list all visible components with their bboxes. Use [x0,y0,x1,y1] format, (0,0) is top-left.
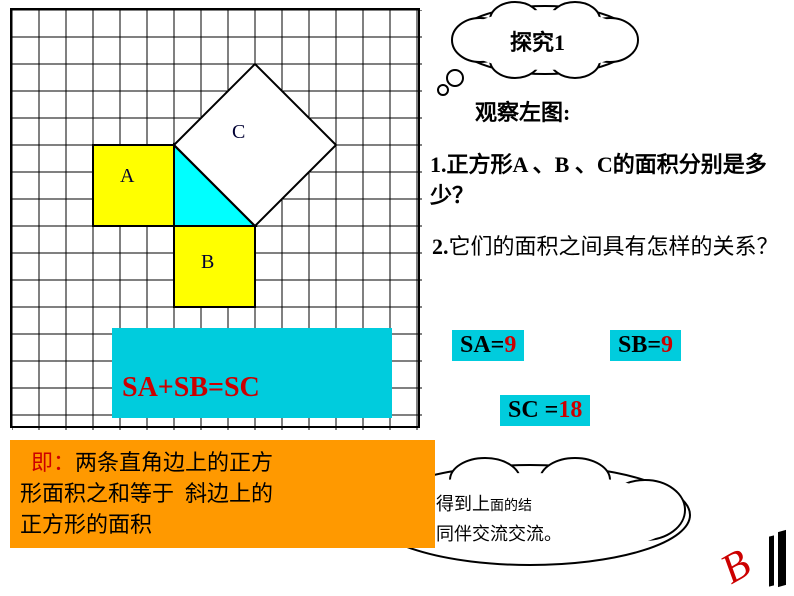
q2-label: 2. [432,234,449,259]
equation-box: SA+SB=SC [112,328,392,418]
partial-text-1: 得到上面的结 [436,490,532,516]
sb-box: SB=9 [610,330,681,361]
corner-b-letter: B [713,540,759,594]
conclusion-line3: 正方形的面积 [20,510,425,541]
sc-box: SC =18 [500,395,590,426]
label-a: A [120,165,135,187]
question-2: 2.它们的面积之间具有怎样的关系？ [432,232,782,263]
grid-panel: A B C SA+SB=SC [10,8,420,428]
corner-bar-2 [769,535,774,586]
equation-text: SA+SB=SC [122,372,382,404]
instruction-text: 观察左图: [475,95,570,127]
q2-text: 它们的面积之间具有怎样的关系？ [449,234,779,259]
cloud-title: 探究1 [510,25,565,57]
conclusion-line2: 形面积之和等于 斜边上的 [20,479,425,510]
partial-text-2: 同伴交流交流。 [436,520,562,546]
conclusion-box: 即：两条直角边上的正方 形面积之和等于 斜边上的 正方形的面积 [10,440,435,548]
square-b [174,226,255,307]
corner-bar-1 [778,530,786,587]
conclusion-line1: 即：两条直角边上的正方 [20,448,425,479]
question-1: 1.正方形A 、B 、C的面积分别是多少？ [430,150,780,212]
label-c: C [232,121,245,143]
label-b: B [201,251,214,273]
sa-box: SA=9 [452,330,524,361]
